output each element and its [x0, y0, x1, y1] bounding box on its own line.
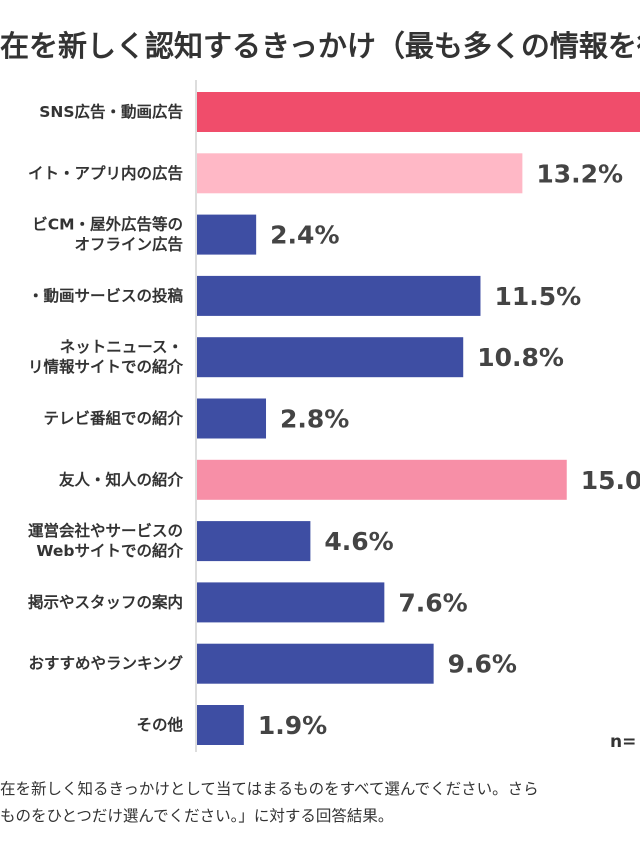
value-label-2: 2.4% — [270, 221, 339, 250]
value-label-7: 4.6% — [324, 527, 393, 556]
category-label-7: 運営会社やサービスの Webサイトでの紹介 — [28, 521, 184, 560]
bar-8 — [197, 582, 385, 623]
footnote-line-1: 在を新しく知るきっかけとして当てはまるものをすべて選んでください。さら — [0, 780, 539, 798]
value-label-9: 9.6% — [448, 650, 517, 679]
value-label-10: 1.9% — [258, 711, 327, 740]
bar-0 — [197, 92, 640, 132]
bar-4 — [197, 337, 464, 378]
bar-7 — [197, 521, 311, 562]
category-label-6: 友人・知人の紹介 — [59, 470, 184, 489]
bar-6 — [197, 459, 567, 500]
bar-1 — [197, 153, 523, 194]
bar-5 — [197, 398, 267, 439]
bar-2 — [197, 214, 257, 255]
category-label-4: ネットニュース・リ情報サイトでの紹介 — [28, 338, 184, 376]
category-label-9: おすすめやランキング — [28, 654, 183, 673]
sample-size-label: n= — [610, 732, 636, 752]
chart-title: 在を新しく認知するきっかけ（最も多くの情報を得 — [0, 29, 640, 63]
bar-9 — [197, 643, 434, 684]
bar-3 — [197, 275, 481, 316]
value-label-5: 2.8% — [280, 405, 349, 434]
bar-10 — [197, 705, 244, 745]
category-label-2: ビCM・屋外広告等のオフライン広告 — [32, 215, 183, 254]
category-label-10: その他 — [136, 715, 183, 734]
footnote: 在を新しく知るきっかけとして当てはまるものをすべて選んでください。さら ものをひ… — [0, 776, 640, 830]
value-label-3: 11.5% — [494, 282, 581, 311]
category-label-3: ・動画サービスの投稿 — [28, 286, 184, 305]
value-label-6: 15.0 — [581, 466, 640, 495]
value-label-1: 13.2% — [536, 159, 623, 188]
category-label-0: SNS広告・動画広告 — [39, 102, 183, 121]
category-label-8: 掲示やスタッフの案内 — [28, 592, 183, 611]
category-label-1: イト・アプリ内の広告 — [28, 163, 183, 182]
value-label-4: 10.8% — [477, 343, 564, 372]
category-label-5: テレビ番組での紹介 — [43, 409, 183, 428]
value-label-8: 7.6% — [398, 588, 467, 617]
footnote-line-2: ものをひとつだけ選んでください。」に対する回答結果。 — [0, 807, 394, 825]
